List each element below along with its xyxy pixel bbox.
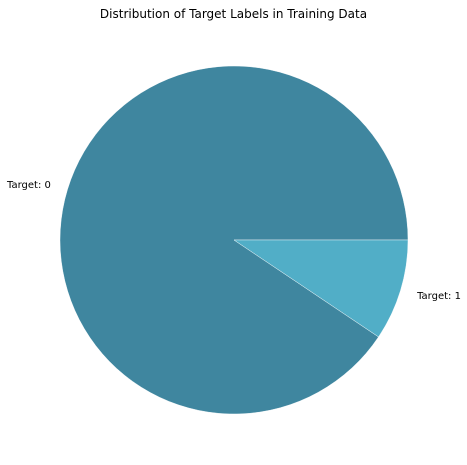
pie-labels: Target: 0 Target: 1: [6, 180, 461, 302]
pie-slice-label-1: Target: 1: [416, 291, 461, 302]
pie-slice-1: [233, 239, 409, 338]
pie-slices: [59, 65, 409, 415]
chart-title: Distribution of Target Labels in Trainin…: [100, 7, 367, 21]
pie-slice-label-0: Target: 0: [6, 180, 51, 191]
